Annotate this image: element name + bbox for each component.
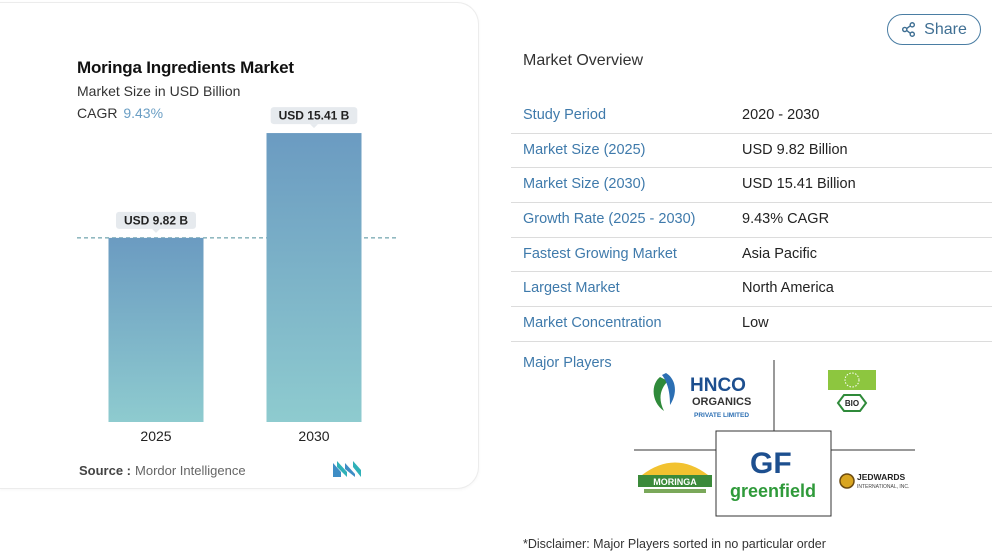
row-value: USD 15.41 Billion: [742, 176, 856, 193]
share-label: Share: [924, 20, 967, 38]
table-row: Market Size (2030) USD 15.41 Billion: [511, 168, 992, 204]
data-label-bg: [116, 211, 196, 229]
chart-subtitle: Market Size in USD Billion: [77, 83, 241, 99]
greenfield-mark: GF: [750, 447, 792, 480]
data-label: USD 15.41 B: [279, 109, 350, 123]
hnco-private-limited: PRIVATE LIMITED: [694, 412, 749, 419]
bio-label: BIO: [845, 399, 859, 408]
major-players-label: Major Players: [523, 355, 612, 371]
table-row: Study Period 2020 - 2030: [511, 99, 992, 134]
row-key: Market Size (2025): [523, 141, 646, 158]
source-label: Source :: [79, 463, 132, 478]
row-value: Low: [742, 315, 769, 332]
row-key: Study Period: [523, 107, 607, 123]
greenfield-logo: GF greenfield: [730, 447, 816, 501]
x-tick-label: 2025: [140, 428, 171, 444]
row-value: 2020 - 2030: [742, 107, 820, 123]
row-key: Market Size (2030): [523, 176, 646, 193]
cagr-value: 9.43%: [123, 105, 164, 121]
row-value: Asia Pacific: [742, 245, 817, 262]
mordor-intelligence-logo: [333, 461, 361, 477]
moringa-initiative-logo: MORINGA: [638, 462, 712, 493]
chart-title: Moringa Ingredients Market: [77, 58, 294, 77]
row-value: North America: [742, 280, 834, 297]
jedwards-wordmark: JEDWARDS: [857, 472, 906, 482]
share-button[interactable]: Share: [887, 14, 981, 45]
table-row: Fastest Growing Market Asia Pacific: [511, 238, 992, 273]
table-row: Growth Rate (2025 - 2030) 9.43% CAGR: [511, 203, 992, 238]
table-row: Largest Market North America: [511, 272, 992, 308]
source-value: Mordor Intelligence: [135, 463, 246, 478]
data-label: USD 9.82 B: [124, 213, 188, 227]
x-tick-label: 2030: [298, 428, 329, 444]
data-label-pointer: [152, 228, 160, 233]
greenfield-wordmark: greenfield: [730, 481, 816, 501]
overview-table: Study Period 2020 - 2030 Market Size (202…: [511, 99, 992, 342]
row-key: Fastest Growing Market: [523, 245, 677, 262]
share-icon: [902, 22, 916, 37]
data-label-bg: [270, 107, 358, 125]
row-key: Largest Market: [523, 280, 620, 297]
cagr-label: CAGR: [77, 105, 118, 121]
bar-2025: [108, 237, 204, 422]
table-row: Market Concentration Low: [511, 307, 992, 342]
hnco-organics: ORGANICS: [692, 396, 751, 408]
jedwards-globe-icon: [839, 473, 855, 489]
jedwards-logo: JEDWARDS INTERNATIONAL, INC.: [839, 472, 909, 490]
source-note: Source : Mordor Intelligence: [79, 463, 246, 478]
table-row: Market Size (2025) USD 9.82 Billion: [511, 134, 992, 169]
cagr-line: CAGR 9.43%: [77, 105, 163, 121]
row-value: 9.43% CAGR: [742, 211, 830, 228]
eu-organic-leaf-icon: [828, 370, 876, 390]
row-key: Market Concentration: [523, 315, 662, 332]
greenfield-logo-frame: [715, 430, 832, 517]
major-players-logos: HNCO ORGANICS PRIVATE LIMITED BIO MORING…: [634, 360, 915, 517]
bar-chart: USD 9.82 B 2025 USD 15.41 B 2030: [77, 107, 397, 444]
data-label-pointer: [310, 124, 318, 129]
hnco-wordmark: HNCO: [690, 375, 746, 396]
jedwards-subtitle: INTERNATIONAL, INC.: [857, 484, 909, 490]
bar-2030: [266, 133, 362, 422]
moringa-wordmark: MORINGA: [653, 477, 697, 487]
chart-card: [0, 2, 479, 489]
row-key: Growth Rate (2025 - 2030): [523, 211, 696, 228]
hnco-organics-logo: HNCO ORGANICS PRIVATE LIMITED: [653, 373, 751, 419]
overview-title: Market Overview: [523, 52, 644, 69]
disclaimer-note: *Disclaimer: Major Players sorted in no …: [523, 537, 826, 551]
row-value: USD 9.82 Billion: [742, 141, 848, 158]
bio-organic-logo: BIO: [828, 370, 876, 412]
